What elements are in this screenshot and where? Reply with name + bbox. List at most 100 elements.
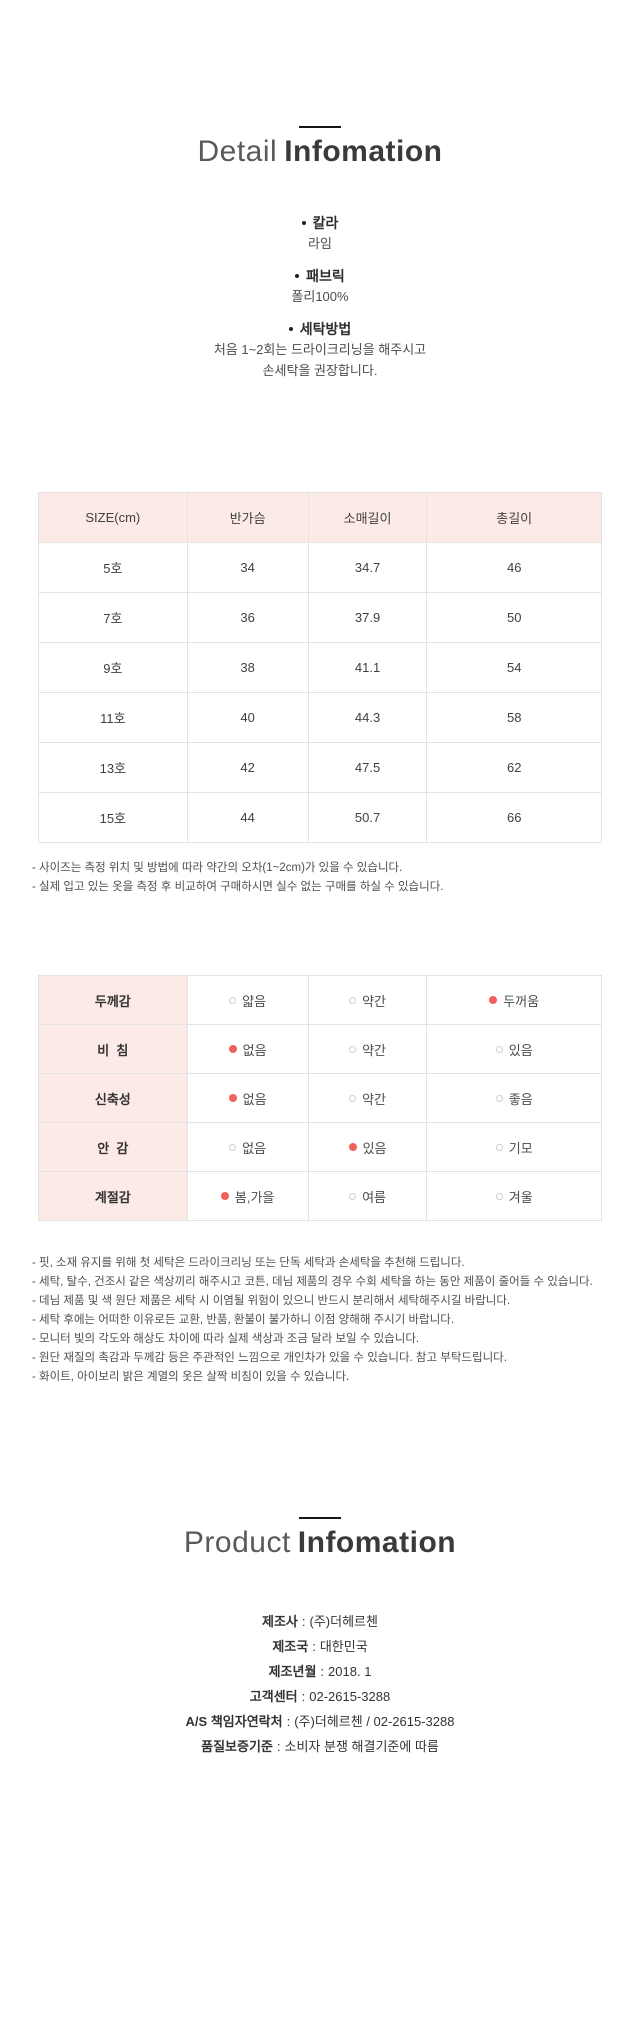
chest-cell: 44: [186, 792, 309, 843]
product-info-warranty: 품질보증기준: 소비자 분쟁 해결기준에 따름: [0, 1734, 640, 1759]
radio-dot-icon: [229, 996, 237, 1004]
table-row: 5호 34 34.7 46: [38, 542, 602, 593]
option-label: 약간: [362, 1091, 386, 1107]
product-info-list: 제조사: (주)더헤르첸 제조국: 대한민국 제조년월:2018. 1 고객센터:0…: [0, 1609, 640, 1759]
bullet-icon: [301, 221, 306, 225]
length-cell: 62: [426, 742, 602, 793]
info-label: 제조년월: [268, 1664, 317, 1679]
radio-dot-icon: [349, 996, 357, 1004]
sleeve-col-header: 소매길이: [307, 492, 428, 543]
option-label: 없음: [242, 1042, 267, 1058]
bullet-icon: [295, 274, 300, 278]
spec-list: 칼라 라임 패브릭 폴리100% 세탁방법 처음 1~2회는 드라이크리닝을 해…: [0, 214, 640, 380]
chest-cell: 34: [186, 542, 309, 593]
spec-value: 라임: [308, 236, 332, 251]
size-cell: 9호: [38, 642, 188, 693]
sleeve-cell: 41.1: [307, 642, 428, 693]
feature-row-thickness: 두께감 얇음 약간 두꺼움: [38, 975, 602, 1025]
feature-option-cell: 없음: [186, 1024, 309, 1074]
size-table-notes: - 사이즈는 측정 위치 및 방법에 따라 약간의 오차(1~2cm)가 있을 …: [32, 859, 608, 897]
table-row: 9호 38 41.1 54: [38, 642, 602, 693]
detail-title-bold: Infomation: [284, 135, 443, 168]
size-table-header-row: SIZE(cm) 반가슴 소매길이 총길이: [38, 492, 602, 543]
radio-dot-icon: [495, 1094, 503, 1102]
length-cell: 50: [426, 592, 602, 643]
feature-row-sheerness: 비 침 없음 약간 있음: [38, 1024, 602, 1074]
length-cell: 46: [426, 542, 602, 593]
note-line: - 모니터 빛의 각도와 해상도 차이에 따라 실제 색상과 조금 달라 보일 …: [32, 1333, 420, 1345]
feature-label: 두께감: [38, 975, 188, 1025]
info-value: 소비자 분쟁 해결기준에 따름: [284, 1739, 439, 1754]
product-info-as-contact: A/S 책임자연락처: (주)더헤르첸 / 02-2615-3288: [0, 1709, 640, 1734]
info-separator: :: [320, 1664, 325, 1679]
feature-row-stretch: 신축성 없음 약간 좋음: [38, 1073, 602, 1123]
spec-value: 손세탁을 권장합니다.: [262, 363, 378, 378]
size-cell: 11호: [38, 692, 188, 743]
product-info-date: 제조년월:2018. 1: [0, 1659, 640, 1684]
sleeve-cell: 50.7: [307, 792, 428, 843]
feature-option-cell: 겨울: [426, 1171, 602, 1221]
radio-dot-icon: [495, 1045, 503, 1053]
size-cell: 15호: [38, 792, 188, 843]
feature-option-cell: 좋음: [426, 1073, 602, 1123]
radio-dot-icon: [220, 1192, 229, 1200]
info-value: (주)더헤르첸: [309, 1614, 378, 1629]
spec-label-row: 칼라: [0, 214, 640, 232]
length-cell: 66: [426, 792, 602, 843]
radio-dot-icon: [495, 1192, 503, 1200]
info-separator: :: [301, 1689, 306, 1704]
option-label: 두꺼움: [503, 993, 540, 1009]
info-label: 제조국: [272, 1639, 309, 1654]
option-label: 좋음: [508, 1091, 533, 1107]
feature-option-cell: 약간: [307, 1024, 428, 1074]
product-info-customer-center: 고객센터:02-2615-3288: [0, 1684, 640, 1709]
option-label: 없음: [242, 1140, 267, 1156]
option-label: 없음: [242, 1091, 267, 1107]
radio-dot-icon: [348, 1143, 357, 1151]
feature-option-cell: 얇음: [186, 975, 309, 1025]
radio-dot-icon: [229, 1143, 237, 1151]
length-cell: 58: [426, 692, 602, 743]
spec-value: 처음 1~2회는 드라이크리닝을 해주시고: [213, 342, 427, 357]
feature-option-cell: 여름: [307, 1171, 428, 1221]
chest-cell: 36: [186, 592, 309, 643]
product-title-bold: Infomation: [297, 1526, 457, 1559]
chest-col-header: 반가슴: [186, 492, 309, 543]
info-separator: :: [286, 1714, 291, 1729]
feature-label: 비 침: [38, 1024, 188, 1074]
product-section-title: Product Infomation: [0, 1525, 640, 1561]
radio-dot-icon: [228, 1094, 237, 1102]
info-separator: :: [312, 1639, 316, 1654]
spec-label: 세탁방법: [299, 321, 352, 337]
note-line: - 세탁 후에는 어떠한 이유로든 교환, 반품, 환불이 불가하니 이점 양해…: [32, 1314, 455, 1326]
info-value: 02-2615-3288: [309, 1689, 391, 1704]
note-line: - 핏, 소재 유지를 위해 첫 세탁은 드라이크리닝 또는 단독 세탁과 손세…: [32, 1257, 465, 1269]
spec-label-row: 패브릭: [0, 267, 640, 285]
sleeve-cell: 34.7: [307, 542, 428, 593]
spec-value: 폴리100%: [291, 289, 349, 304]
bullet-icon: [288, 327, 293, 331]
product-title-light: Product: [183, 1526, 291, 1559]
feature-row-season: 계절감 봄,가을 여름 겨울: [38, 1171, 602, 1221]
sleeve-cell: 44.3: [307, 692, 428, 743]
radio-dot-icon: [349, 1045, 357, 1053]
feature-row-lining: 안 감 없음 있음 기모: [38, 1122, 602, 1172]
info-separator: :: [276, 1739, 281, 1754]
feature-option-cell: 기모: [426, 1122, 602, 1172]
info-label: 고객센터: [249, 1689, 298, 1704]
product-info-country: 제조국: 대한민국: [0, 1634, 640, 1659]
info-label: 제조사: [262, 1614, 298, 1629]
radio-dot-icon: [489, 996, 498, 1004]
note-line: - 화이트, 아이보리 밝은 계열의 옷은 살짝 비침이 있을 수 있습니다.: [32, 1371, 350, 1383]
info-value: 2018. 1: [328, 1664, 372, 1679]
feature-option-cell: 두꺼움: [426, 975, 602, 1025]
feature-option-cell: 있음: [307, 1122, 428, 1172]
feature-label: 계절감: [38, 1171, 188, 1221]
feature-label: 신축성: [38, 1073, 188, 1123]
feature-label: 안 감: [38, 1122, 188, 1172]
length-col-header: 총길이: [426, 492, 602, 543]
note-line: - 원단 재질의 촉감과 두께감 등은 주관적인 느낌으로 개인차가 있을 수 …: [32, 1352, 507, 1364]
option-label: 겨울: [508, 1189, 533, 1205]
info-label: A/S 책임자연락처: [185, 1714, 283, 1729]
info-separator: :: [301, 1614, 306, 1629]
